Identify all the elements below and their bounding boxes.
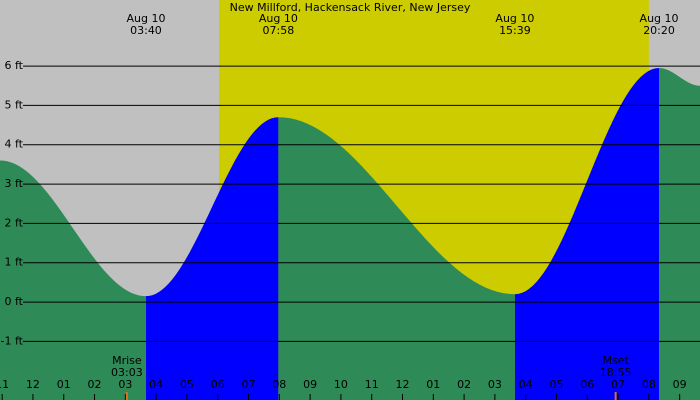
x-tick-label: 06 (211, 378, 225, 391)
x-tick-label: 09 (303, 378, 317, 391)
y-tick-label: 6 ft (5, 59, 24, 72)
event-date: Aug 10 (259, 12, 298, 25)
x-tick-label: 01 (57, 378, 71, 391)
x-tick-label: 11 (0, 378, 9, 391)
x-tick-label: 01 (426, 378, 440, 391)
x-tick-label: 05 (549, 378, 563, 391)
event-time: 07:58 (263, 24, 295, 37)
x-tick-label: 08 (642, 378, 656, 391)
chart-title: New Millford, Hackensack River, New Jers… (230, 1, 471, 14)
y-tick-label: 0 ft (5, 295, 24, 308)
moon-label: Mrise (112, 354, 142, 367)
x-tick-label: 06 (580, 378, 594, 391)
x-tick-label: 04 (149, 378, 163, 391)
moon-time: 03:03 (111, 366, 143, 379)
event-date: Aug 10 (126, 12, 165, 25)
x-tick-label: 03 (488, 378, 502, 391)
y-tick-label: 1 ft (5, 256, 24, 269)
x-tick-label: 11 (365, 378, 379, 391)
event-date: Aug 10 (640, 12, 679, 25)
tide-segment (0, 160, 146, 400)
x-tick-label: 04 (519, 378, 533, 391)
x-tick-label: 03 (118, 378, 132, 391)
tide-segment (514, 68, 660, 400)
event-time: 03:40 (130, 24, 162, 37)
tide-segment (278, 117, 515, 400)
x-tick-label: 02 (457, 378, 471, 391)
x-tick-label: 08 (272, 378, 286, 391)
y-tick-label: 5 ft (5, 98, 24, 111)
event-date: Aug 10 (495, 12, 534, 25)
x-tick-label: 07 (242, 378, 256, 391)
y-tick-label: -1 ft (1, 334, 24, 347)
moon-time: 18:55 (600, 366, 632, 379)
tide-segment (659, 68, 700, 400)
x-tick-label: 05 (180, 378, 194, 391)
tide-segment (145, 117, 279, 400)
x-tick-label: 09 (673, 378, 687, 391)
moon-label: Mset (602, 354, 629, 367)
y-tick-label: 3 ft (5, 177, 24, 190)
y-tick-label: 4 ft (5, 138, 24, 151)
x-tick-label: 07 (611, 378, 625, 391)
event-time: 20:20 (643, 24, 675, 37)
event-time: 15:39 (499, 24, 531, 37)
y-tick-label: 2 ft (5, 216, 24, 229)
x-tick-label: 10 (334, 378, 348, 391)
x-tick-label: 12 (396, 378, 410, 391)
x-tick-label: 12 (26, 378, 40, 391)
x-tick-label: 02 (88, 378, 102, 391)
